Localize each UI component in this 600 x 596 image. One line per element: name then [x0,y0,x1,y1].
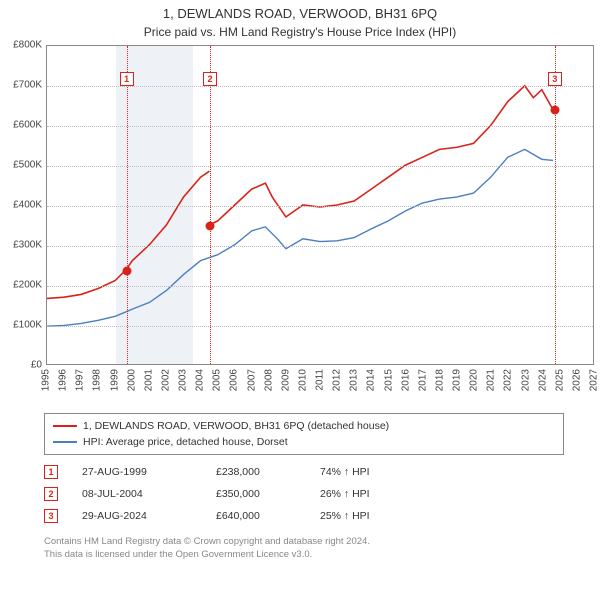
plot-area: 1 2 3 [46,45,594,365]
marker-dot [550,106,559,115]
x-tick-label: 1998 [92,369,103,391]
marker-vline [555,46,556,364]
gridline [47,126,593,127]
transaction-row: 1 27-AUG-1999 £238,000 74% ↑ HPI [44,461,600,483]
x-tick-label: 2000 [126,369,137,391]
transaction-price: £640,000 [216,510,296,522]
transaction-marker: 2 [44,487,58,501]
transaction-pct: 74% ↑ HPI [320,466,410,478]
x-tick-label: 2014 [366,369,377,391]
marker-vline [210,46,211,364]
gridline [47,326,593,327]
x-tick-label: 1999 [109,369,120,391]
legend-swatch [53,425,77,427]
gridline [47,86,593,87]
x-tick-label: 2008 [263,369,274,391]
gridline [47,206,593,207]
x-tick-label: 1995 [41,369,52,391]
transaction-date: 29-AUG-2024 [82,510,192,522]
marker-box: 3 [548,72,562,86]
legend-label: HPI: Average price, detached house, Dors… [83,434,288,450]
legend-label: 1, DEWLANDS ROAD, VERWOOD, BH31 6PQ (det… [83,418,389,434]
legend: 1, DEWLANDS ROAD, VERWOOD, BH31 6PQ (det… [44,413,564,455]
y-tick-label: £200K [0,280,42,291]
x-tick-label: 2026 [571,369,582,391]
transaction-date: 27-AUG-1999 [82,466,192,478]
y-tick-label: £800K [0,40,42,51]
footer-line: This data is licensed under the Open Gov… [44,548,564,561]
x-tick-label: 2027 [589,369,600,391]
x-tick-label: 2022 [503,369,514,391]
transaction-pct: 26% ↑ HPI [320,488,410,500]
page-title: 1, DEWLANDS ROAD, VERWOOD, BH31 6PQ [0,6,600,21]
gridline [47,246,593,247]
gridline [47,286,593,287]
page-subtitle: Price paid vs. HM Land Registry's House … [0,25,600,39]
gridline [47,166,593,167]
transaction-row: 3 29-AUG-2024 £640,000 25% ↑ HPI [44,505,600,527]
footer: Contains HM Land Registry data © Crown c… [44,535,564,561]
transaction-price: £238,000 [216,466,296,478]
x-tick-label: 2020 [469,369,480,391]
transaction-date: 08-JUL-2004 [82,488,192,500]
legend-row: 1, DEWLANDS ROAD, VERWOOD, BH31 6PQ (det… [53,418,555,434]
chart: £0£100K£200K£300K£400K£500K£600K£700K£80… [34,45,594,405]
x-tick-label: 2015 [383,369,394,391]
marker-dot [122,266,131,275]
series-line [209,86,553,225]
marker-box: 2 [203,72,217,86]
x-tick-label: 2009 [280,369,291,391]
marker-box: 1 [120,72,134,86]
footer-line: Contains HM Land Registry data © Crown c… [44,535,564,548]
y-tick-label: £100K [0,320,42,331]
x-tick-label: 2002 [160,369,171,391]
transaction-marker: 1 [44,465,58,479]
series-line [126,171,209,269]
y-tick-label: £500K [0,160,42,171]
y-axis: £0£100K£200K£300K£400K£500K£600K£700K£80… [0,45,44,365]
x-tick-label: 2016 [400,369,411,391]
x-tick-label: 2001 [143,369,154,391]
x-tick-label: 2003 [178,369,189,391]
legend-row: HPI: Average price, detached house, Dors… [53,434,555,450]
series-line [47,269,126,298]
y-tick-label: £600K [0,120,42,131]
x-tick-label: 2024 [537,369,548,391]
x-tick-label: 2006 [229,369,240,391]
x-tick-label: 2012 [332,369,343,391]
x-tick-label: 2023 [520,369,531,391]
transaction-marker: 3 [44,509,58,523]
y-tick-label: £0 [0,360,42,371]
x-tick-label: 2011 [315,369,326,391]
x-axis: 1995199619971998199920002001200220032004… [46,365,594,405]
transaction-row: 2 08-JUL-2004 £350,000 26% ↑ HPI [44,483,600,505]
x-tick-label: 1996 [58,369,69,391]
x-tick-label: 2018 [434,369,445,391]
x-tick-label: 2004 [195,369,206,391]
lines-svg [47,46,593,364]
x-tick-label: 2025 [554,369,565,391]
marker-vline [127,46,128,364]
y-tick-label: £700K [0,80,42,91]
marker-dot [206,222,215,231]
transaction-pct: 25% ↑ HPI [320,510,410,522]
y-tick-label: £300K [0,240,42,251]
x-tick-label: 2005 [212,369,223,391]
x-tick-label: 2013 [349,369,360,391]
legend-swatch [53,441,77,443]
x-tick-label: 1997 [75,369,86,391]
x-tick-label: 2007 [246,369,257,391]
transaction-price: £350,000 [216,488,296,500]
series-line [47,149,553,326]
transactions-table: 1 27-AUG-1999 £238,000 74% ↑ HPI 2 08-JUL-200… [44,461,600,527]
x-tick-label: 2010 [297,369,308,391]
x-tick-label: 2021 [486,369,497,391]
y-tick-label: £400K [0,200,42,211]
x-tick-label: 2019 [452,369,463,391]
x-tick-label: 2017 [417,369,428,391]
